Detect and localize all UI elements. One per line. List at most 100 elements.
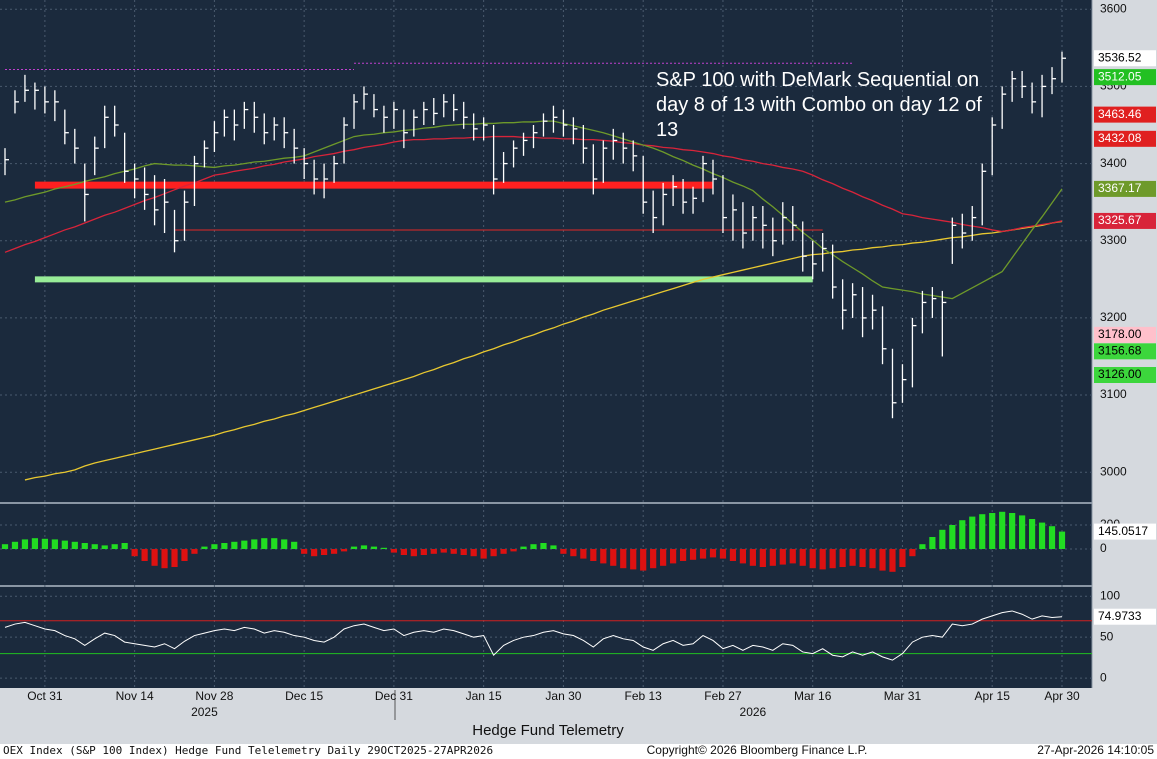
y-tick-label: 3300 bbox=[1100, 233, 1127, 247]
value-label: 3325.67 bbox=[1098, 213, 1142, 227]
x-axis-background bbox=[0, 688, 1157, 744]
histogram-bar bbox=[291, 541, 298, 549]
indicator-line bbox=[4, 610, 1063, 661]
histogram-bar bbox=[281, 539, 288, 549]
histogram-bar bbox=[21, 539, 29, 549]
histogram-bar bbox=[570, 549, 577, 557]
histogram-bar bbox=[520, 546, 527, 549]
x-tick-label: Nov 28 bbox=[195, 689, 233, 703]
histogram-bar bbox=[1038, 522, 1046, 549]
histogram-bar bbox=[679, 549, 687, 561]
histogram-bar bbox=[191, 549, 198, 554]
x-tick-label: Mar 16 bbox=[794, 689, 832, 703]
histogram-bar bbox=[121, 543, 128, 549]
histogram-bar bbox=[480, 549, 487, 559]
x-tick-label: Feb 13 bbox=[625, 689, 663, 703]
histogram-bar bbox=[919, 544, 926, 549]
histogram-bar bbox=[799, 549, 806, 566]
x-tick-label: Apr 30 bbox=[1044, 689, 1080, 703]
value-label: 3536.52 bbox=[1098, 50, 1142, 64]
footer-left: OEX Index (S&P 100 Index) Hedge Fund Tel… bbox=[3, 744, 493, 757]
histogram-bar bbox=[1028, 519, 1036, 549]
x-tick-label: Jan 15 bbox=[466, 689, 502, 703]
histogram-bar bbox=[301, 549, 308, 554]
histogram-bar bbox=[989, 513, 996, 549]
x-tick-label: Feb 27 bbox=[704, 689, 742, 703]
value-label-box bbox=[1094, 523, 1156, 540]
x-axis-title: Hedge Fund Telemetry bbox=[472, 722, 624, 739]
histogram-bar bbox=[949, 525, 956, 549]
histogram-bar bbox=[271, 538, 278, 549]
histogram-bar bbox=[350, 546, 358, 549]
value-label-box bbox=[1094, 367, 1156, 383]
histogram-bar bbox=[869, 549, 876, 569]
histogram-bar bbox=[211, 544, 218, 549]
histogram-bar bbox=[859, 549, 866, 567]
histogram-bar bbox=[769, 549, 776, 566]
histogram-bar bbox=[939, 529, 946, 549]
histogram-bar bbox=[31, 538, 39, 549]
y-tick-label: 3400 bbox=[1100, 156, 1127, 170]
value-label: 3367.17 bbox=[1098, 181, 1142, 195]
histogram-bar bbox=[929, 537, 936, 549]
histogram-bar bbox=[11, 541, 19, 549]
histogram-bar bbox=[1, 544, 9, 549]
histogram-bar bbox=[330, 549, 338, 554]
footer-right: 27-Apr-2026 14:10:05 bbox=[1037, 743, 1154, 757]
value-label: 3178.00 bbox=[1098, 327, 1142, 341]
x-tick-label: Dec 15 bbox=[285, 689, 323, 703]
value-label: 145.0517 bbox=[1098, 524, 1148, 538]
histogram-bar bbox=[151, 549, 158, 566]
annotation: S&P 100 with DeMark Sequential on day 8 … bbox=[656, 69, 982, 141]
histogram-bar bbox=[81, 543, 88, 549]
x-tick-label: Jan 30 bbox=[545, 689, 581, 703]
histogram-bar bbox=[829, 549, 836, 569]
histogram-bar bbox=[181, 549, 188, 561]
histogram-bar bbox=[91, 544, 98, 549]
histogram-bar bbox=[999, 511, 1006, 549]
histogram-bar bbox=[340, 549, 348, 552]
histogram-bar bbox=[241, 540, 248, 549]
histogram-bar bbox=[440, 549, 447, 553]
histogram-bar bbox=[221, 543, 228, 549]
histogram-bar bbox=[620, 549, 627, 569]
histogram-bar bbox=[370, 546, 378, 549]
histogram-bar bbox=[460, 549, 467, 555]
histogram-bar bbox=[590, 549, 597, 561]
plot-background bbox=[0, 0, 1092, 688]
x-tick-label: Oct 31 bbox=[27, 689, 63, 703]
histogram-bar bbox=[819, 549, 826, 570]
histogram-bar bbox=[51, 539, 58, 549]
y-tick-label: 3000 bbox=[1100, 464, 1127, 478]
y-tick-label: 3200 bbox=[1100, 310, 1127, 324]
histogram-bar bbox=[670, 549, 677, 564]
histogram-bar bbox=[899, 549, 906, 567]
histogram-bar bbox=[779, 549, 786, 565]
histogram-bar bbox=[410, 549, 417, 557]
histogram-bar bbox=[231, 541, 238, 549]
histogram-bar bbox=[580, 549, 587, 559]
histogram-bar bbox=[729, 549, 737, 561]
histogram-bar bbox=[759, 549, 766, 567]
histogram-bar bbox=[500, 549, 507, 554]
histogram-bar bbox=[889, 549, 896, 572]
histogram-bar bbox=[41, 538, 48, 549]
histogram-bar bbox=[131, 549, 138, 557]
value-label: 3463.46 bbox=[1098, 107, 1142, 121]
histogram-bar bbox=[510, 549, 517, 552]
histogram-bar bbox=[470, 549, 477, 557]
histogram-bar bbox=[530, 544, 537, 549]
y-tick-label: 3100 bbox=[1100, 387, 1127, 401]
histogram-bar bbox=[161, 549, 168, 569]
x-tick-label: Apr 15 bbox=[975, 689, 1011, 703]
value-label-box bbox=[1094, 212, 1156, 229]
histogram-bar bbox=[61, 540, 68, 549]
histogram-bar bbox=[709, 549, 717, 558]
histogram-bar bbox=[540, 543, 547, 549]
value-label-box bbox=[1094, 50, 1156, 67]
histogram-bar bbox=[969, 516, 976, 549]
x-tick-label: Dec 31 bbox=[375, 689, 413, 703]
value-label-box bbox=[1094, 343, 1156, 360]
